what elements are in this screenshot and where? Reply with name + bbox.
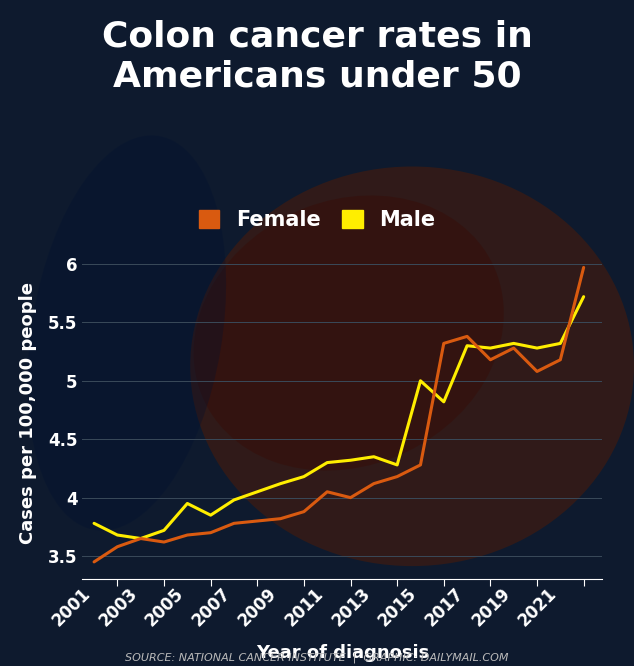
Ellipse shape: [27, 135, 226, 531]
Y-axis label: Cases per 100,000 people: Cases per 100,000 people: [19, 282, 37, 544]
Ellipse shape: [190, 166, 634, 566]
Text: SOURCE: NATIONAL CANCER INSTITUTE  |  GRAPHIC: DAILYMAIL.COM: SOURCE: NATIONAL CANCER INSTITUTE | GRAP…: [126, 652, 508, 663]
X-axis label: Year of diagnosis: Year of diagnosis: [256, 643, 429, 661]
Legend: Female, Male: Female, Male: [198, 210, 436, 230]
Text: Colon cancer rates in
Americans under 50: Colon cancer rates in Americans under 50: [101, 20, 533, 93]
Ellipse shape: [193, 196, 504, 470]
